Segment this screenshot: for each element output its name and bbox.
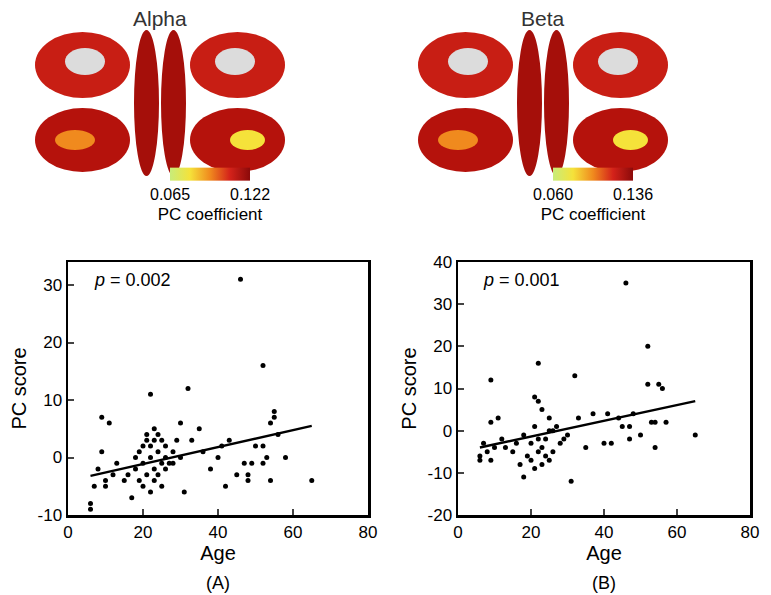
svg-text:0.122: 0.122 xyxy=(230,186,270,203)
svg-text:0.136: 0.136 xyxy=(613,186,653,203)
svg-text:(A): (A) xyxy=(206,573,230,593)
svg-text:-10: -10 xyxy=(428,464,453,483)
svg-text:Alpha: Alpha xyxy=(133,7,187,30)
svg-text:40: 40 xyxy=(209,523,228,542)
svg-text:10: 10 xyxy=(433,379,452,398)
svg-text:PC coefficient: PC coefficient xyxy=(158,205,263,224)
svg-text:20: 20 xyxy=(43,333,62,352)
svg-text:40: 40 xyxy=(595,523,614,542)
svg-text:Age: Age xyxy=(200,542,236,564)
svg-text:0.060: 0.060 xyxy=(533,186,573,203)
svg-text:60: 60 xyxy=(668,523,687,542)
svg-text:30: 30 xyxy=(433,295,452,314)
svg-text:-20: -20 xyxy=(428,506,453,525)
svg-text:20: 20 xyxy=(522,523,541,542)
svg-text:(B): (B) xyxy=(592,573,616,593)
svg-text:p = 0.001: p = 0.001 xyxy=(483,270,560,290)
svg-text:30: 30 xyxy=(43,276,62,295)
svg-text:0.065: 0.065 xyxy=(150,186,190,203)
svg-text:10: 10 xyxy=(43,391,62,410)
svg-text:60: 60 xyxy=(284,523,303,542)
svg-text:0: 0 xyxy=(53,448,62,467)
svg-text:0: 0 xyxy=(63,523,72,542)
svg-text:0: 0 xyxy=(443,422,452,441)
svg-text:PC score: PC score xyxy=(398,347,420,429)
svg-text:PC score: PC score xyxy=(8,347,30,429)
svg-text:-10: -10 xyxy=(38,506,63,525)
svg-text:Beta: Beta xyxy=(521,7,565,30)
svg-text:80: 80 xyxy=(741,523,760,542)
svg-text:20: 20 xyxy=(433,337,452,356)
svg-text:80: 80 xyxy=(359,523,378,542)
svg-text:p = 0.002: p = 0.002 xyxy=(94,270,171,290)
svg-text:0: 0 xyxy=(453,523,462,542)
svg-text:40: 40 xyxy=(433,253,452,272)
svg-text:PC coefficient: PC coefficient xyxy=(541,205,646,224)
svg-text:20: 20 xyxy=(134,523,153,542)
svg-text:Age: Age xyxy=(586,542,622,564)
